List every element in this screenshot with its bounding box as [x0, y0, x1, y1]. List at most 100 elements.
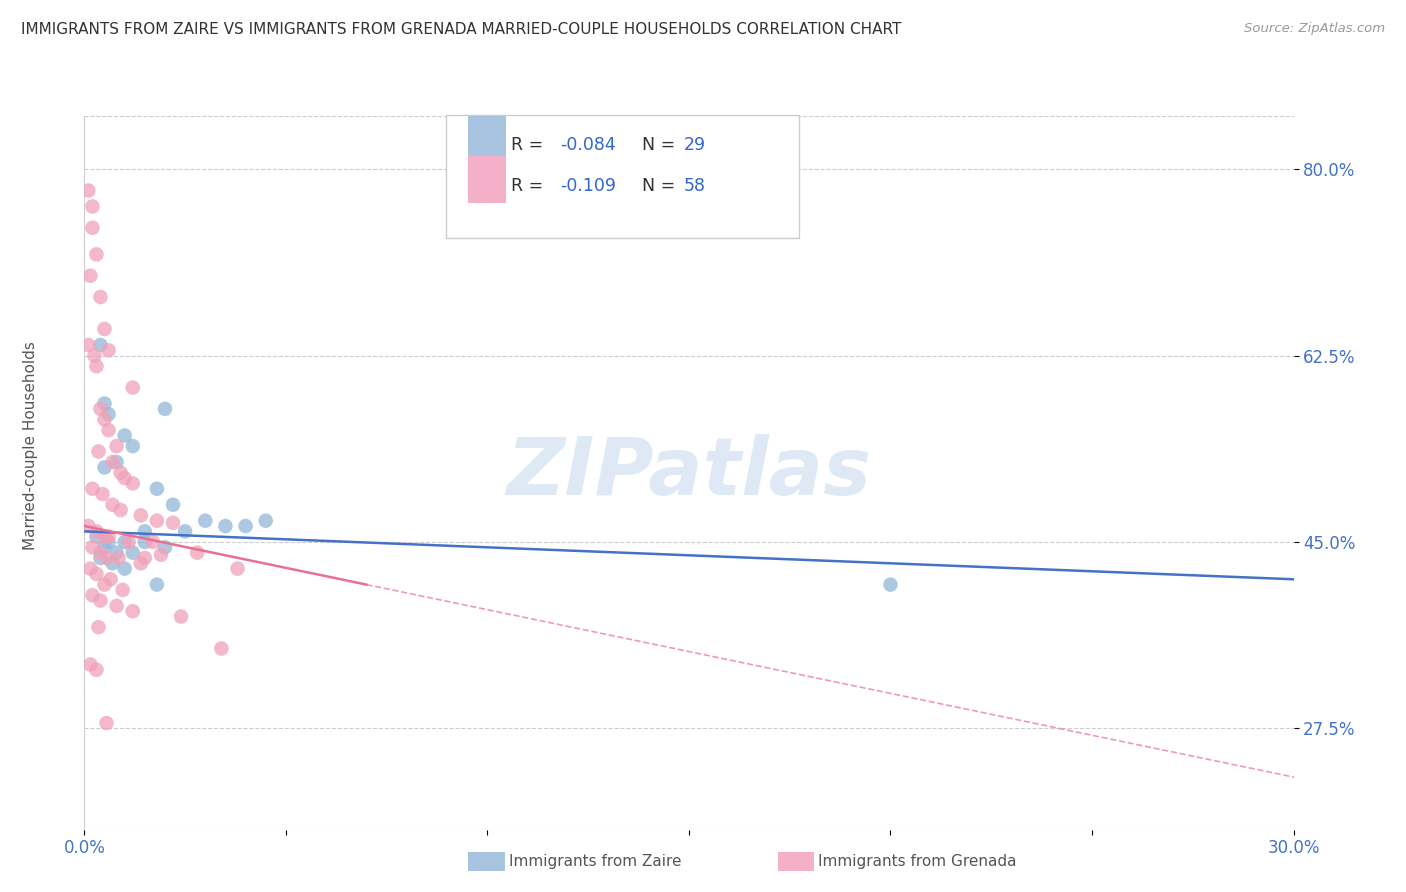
Point: [77, 338, 100, 352]
Point: [86, 524, 108, 539]
Point: [91, 487, 114, 501]
Text: R =: R =: [512, 136, 548, 153]
Point: [105, 455, 128, 469]
Text: IMMIGRANTS FROM ZAIRE VS IMMIGRANTS FROM GRENADA MARRIED-COUPLE HOUSEHOLDS CORRE: IMMIGRANTS FROM ZAIRE VS IMMIGRANTS FROM…: [21, 22, 901, 37]
Point: [82, 588, 104, 602]
Point: [209, 641, 232, 656]
Text: -0.084: -0.084: [561, 136, 616, 153]
Point: [107, 551, 129, 566]
Point: [97, 423, 120, 437]
Point: [96, 716, 118, 731]
Point: [194, 514, 217, 528]
Point: [146, 577, 169, 591]
Point: [77, 184, 100, 198]
Point: [101, 498, 124, 512]
Point: [96, 551, 118, 566]
Text: N =: N =: [631, 136, 681, 153]
Text: ZIPatlas: ZIPatlas: [506, 434, 872, 512]
Point: [153, 541, 176, 555]
Point: [93, 412, 115, 426]
Text: Source: ZipAtlas.com: Source: ZipAtlas.com: [1244, 22, 1385, 36]
Point: [100, 572, 122, 586]
Point: [114, 471, 136, 485]
Point: [129, 556, 152, 570]
Point: [129, 508, 152, 523]
Point: [134, 535, 156, 549]
Point: [97, 535, 120, 549]
Point: [89, 546, 111, 560]
Point: [77, 519, 100, 533]
Point: [89, 551, 111, 566]
Point: [170, 609, 193, 624]
Point: [235, 519, 257, 533]
Point: [86, 663, 108, 677]
Point: [93, 541, 115, 555]
Point: [93, 322, 115, 336]
Point: [121, 546, 143, 560]
Text: 29: 29: [685, 136, 706, 153]
Point: [105, 546, 128, 560]
Point: [97, 407, 120, 421]
Point: [146, 514, 169, 528]
Point: [121, 476, 143, 491]
Point: [93, 460, 115, 475]
Point: [101, 556, 124, 570]
Point: [121, 439, 143, 453]
Point: [87, 444, 110, 458]
Point: [134, 551, 156, 566]
Point: [162, 516, 184, 530]
Point: [86, 247, 108, 261]
Text: 58: 58: [685, 178, 706, 195]
Point: [214, 519, 236, 533]
Point: [162, 498, 184, 512]
Point: [121, 604, 143, 618]
Point: [86, 359, 108, 374]
Point: [114, 535, 136, 549]
Point: [83, 349, 105, 363]
Point: [82, 220, 104, 235]
Point: [93, 577, 115, 591]
Point: [111, 582, 134, 597]
Point: [97, 343, 120, 358]
Point: [97, 530, 120, 544]
Point: [110, 466, 132, 480]
Point: [105, 599, 128, 613]
Text: Immigrants from Grenada: Immigrants from Grenada: [818, 855, 1017, 869]
Point: [87, 620, 110, 634]
Text: Immigrants from Zaire: Immigrants from Zaire: [509, 855, 682, 869]
Point: [134, 524, 156, 539]
Point: [82, 541, 104, 555]
Point: [89, 593, 111, 607]
Text: -0.109: -0.109: [561, 178, 616, 195]
Point: [149, 548, 172, 562]
Point: [79, 657, 101, 672]
Point: [79, 561, 101, 575]
Point: [110, 503, 132, 517]
Point: [89, 401, 111, 416]
Point: [79, 268, 101, 283]
Point: [101, 455, 124, 469]
Point: [254, 514, 277, 528]
Point: [153, 401, 176, 416]
Point: [93, 530, 115, 544]
Point: [93, 396, 115, 410]
Point: [142, 535, 165, 549]
Point: [186, 546, 208, 560]
Text: R =: R =: [512, 178, 548, 195]
Point: [86, 566, 108, 581]
Point: [82, 482, 104, 496]
Point: [86, 530, 108, 544]
Point: [114, 428, 136, 442]
Point: [146, 482, 169, 496]
Point: [226, 561, 249, 575]
Point: [121, 380, 143, 394]
Point: [879, 577, 901, 591]
Point: [114, 561, 136, 575]
Point: [174, 524, 197, 539]
Point: [118, 535, 141, 549]
Text: Married-couple Households: Married-couple Households: [24, 342, 38, 550]
Text: N =: N =: [631, 178, 681, 195]
Point: [105, 439, 128, 453]
Point: [89, 338, 111, 352]
Point: [82, 199, 104, 213]
